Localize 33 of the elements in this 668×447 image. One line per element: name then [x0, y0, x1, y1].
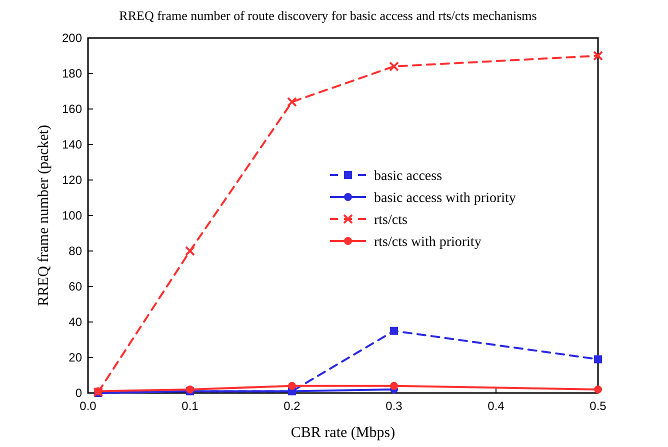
y-tick-label: 40: [68, 315, 82, 329]
point: [185, 246, 195, 256]
x-tick-label: 0.4: [488, 399, 505, 413]
y-axis-title: RREQ frame number (packet): [36, 124, 52, 306]
point: [287, 96, 297, 107]
x-tick-label: 0.0: [80, 399, 97, 413]
y-tick-label: 100: [62, 208, 82, 222]
y-tick-label: 200: [62, 31, 82, 45]
y-tick-label: 0: [75, 386, 82, 400]
x-axis-title: CBR rate (Mbps): [290, 425, 396, 441]
y-tick-label: 160: [62, 102, 82, 116]
y-tick-label: 80: [68, 244, 82, 258]
point: [390, 326, 398, 335]
y-tick-label: 60: [68, 280, 82, 294]
x-tick-label: 0.2: [284, 399, 301, 413]
chart-title: RREQ frame number of route discovery for basic access and rts/cts mechanisms: [119, 8, 537, 23]
x-tick-label: 0.5: [590, 399, 607, 413]
point: [594, 355, 602, 364]
point: [389, 61, 399, 72]
y-tick-label: 140: [62, 138, 82, 152]
x-tick-label: 0.1: [182, 399, 199, 413]
y-tick-label: 120: [62, 173, 82, 187]
y-tick-label: 20: [68, 350, 82, 364]
y-tick-label: 180: [62, 66, 82, 80]
x-tick-label: 0.3: [386, 399, 403, 413]
legend-label: basic access with priority: [374, 191, 516, 206]
point: [594, 385, 602, 394]
point: [593, 50, 603, 61]
point: [288, 382, 296, 390]
legend-label: basic access: [374, 169, 442, 184]
point: [390, 382, 398, 390]
legend-label: rts/cts with priority: [374, 235, 482, 250]
legend-label: rts/cts: [374, 213, 408, 228]
